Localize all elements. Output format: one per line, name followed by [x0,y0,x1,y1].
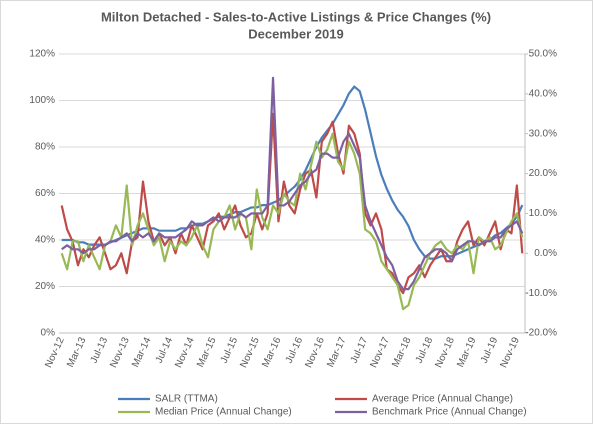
series-line [61,76,524,291]
y2-tick-label: 30.0% [529,128,557,139]
y-tick-label: 80% [35,142,55,153]
y2-tick-label: -20.0% [525,328,557,339]
y-tick-label: 20% [35,281,55,292]
y2-tick-label: 40.0% [529,88,557,99]
y-tick-label: 40% [35,235,55,246]
y2-tick-label: 10.0% [529,208,557,219]
y2-tick-label: 0.0% [534,248,557,259]
y2-tick-label: 50.0% [529,49,557,60]
y-tick-label: 120% [29,49,55,60]
y2-tick-label: -10.0% [525,288,557,299]
y-tick-label: 60% [35,188,55,199]
y-tick-label: 0% [41,328,56,339]
legend-label: Average Price (Annual Change) [372,394,513,405]
chart-subtitle: December 2019 [248,26,343,41]
y2-tick-label: 20.0% [529,168,557,179]
series-line [60,112,524,295]
legend-label: Benchmark Price (Annual Change) [372,407,527,418]
y-tick-label: 100% [29,95,55,106]
legend-label: SALR (TTMA) [155,394,218,405]
series-line [60,132,524,311]
legend-label: Median Price (Annual Change) [155,407,292,418]
chart-title: Milton Detached - Sales-to-Active Listin… [101,9,491,24]
